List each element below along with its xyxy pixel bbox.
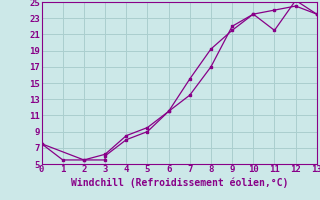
X-axis label: Windchill (Refroidissement éolien,°C): Windchill (Refroidissement éolien,°C) <box>70 177 288 188</box>
